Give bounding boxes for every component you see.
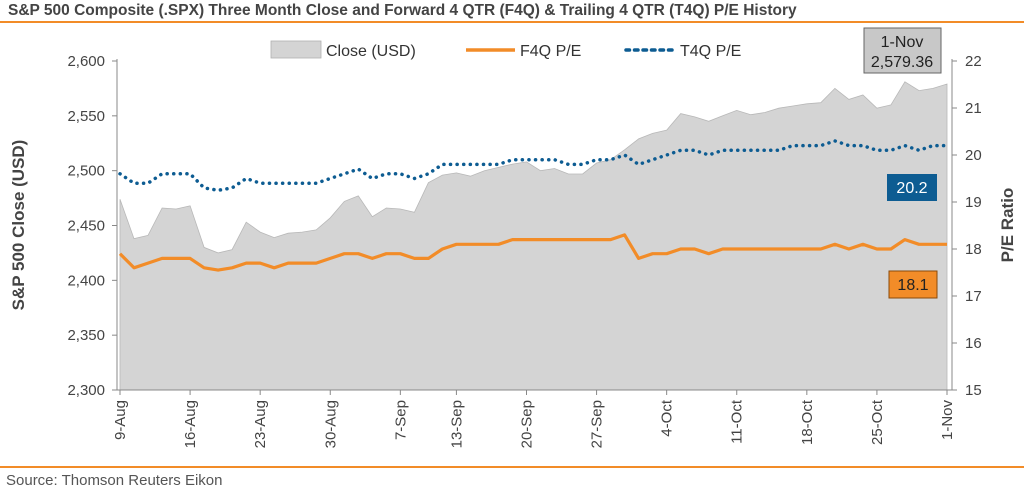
right-ytick-layer: 15 16 17 18 19 20 21 22 — [952, 53, 982, 399]
x-tick-label: 18-Oct — [799, 399, 816, 445]
x-tick-label: 16-Aug — [182, 400, 199, 448]
x-tick-label: 1-Nov — [939, 400, 956, 441]
x-tick-label: 13-Sep — [448, 400, 465, 448]
left-tick-label: 2,350 — [67, 327, 105, 344]
left-tick-label: 2,600 — [67, 53, 105, 70]
x-tick-label: 20-Sep — [518, 400, 535, 448]
right-axis-title: P/E Ratio — [998, 188, 1017, 263]
t4q-callout: 20.2 — [887, 174, 937, 201]
t4q-callout-value: 20.2 — [896, 180, 927, 197]
bottom-rule — [0, 466, 1024, 468]
right-tick-label: 19 — [965, 194, 982, 211]
x-tick-label: 7-Sep — [392, 400, 409, 440]
right-tick-label: 22 — [965, 53, 982, 70]
x-tick-label: 9-Aug — [112, 400, 129, 440]
legend-swatch-close — [270, 40, 322, 59]
pe-lines-layer — [118, 139, 949, 272]
x-tick-label: 11-Oct — [729, 399, 746, 444]
legend-label-t4q: T4Q P/E — [680, 43, 741, 60]
source-note: Source: Thomson Reuters Eikon — [6, 472, 223, 489]
left-tick-label: 2,300 — [67, 382, 105, 399]
right-tick-label: 20 — [965, 147, 982, 164]
f4q-callout-box — [888, 270, 938, 299]
t4q-line — [118, 139, 949, 193]
left-tick-label: 2,450 — [67, 218, 105, 235]
x-tick-label: 27-Sep — [589, 400, 606, 448]
close-callout-date: 1-Nov — [881, 34, 924, 51]
legend: Close (USD) F4Q P/E T4Q P/E — [270, 40, 741, 60]
left-tick-label: 2,550 — [67, 108, 105, 125]
legend-label-f4q: F4Q P/E — [520, 43, 581, 60]
right-tick-label: 21 — [965, 100, 982, 117]
close-callout-box — [863, 27, 942, 74]
right-tick-label: 15 — [965, 382, 982, 399]
left-tick-label: 2,500 — [67, 163, 105, 180]
f4q-line — [118, 233, 947, 272]
left-tick-label: 2,400 — [67, 272, 105, 289]
right-tick-label: 17 — [965, 288, 982, 305]
x-tick-label: 30-Aug — [322, 400, 339, 448]
right-tick-label: 18 — [965, 241, 982, 258]
close-area-layer — [119, 81, 948, 391]
x-tick-label: 25-Oct — [869, 399, 886, 445]
f4q-callout-value: 18.1 — [897, 277, 928, 294]
close-callout-value: 2,579.36 — [871, 54, 933, 71]
chart-canvas: 2,300 2,350 2,400 2,450 2,500 2,550 2,600 15 16… — [9, 27, 1017, 448]
right-tick-label: 16 — [965, 335, 982, 352]
xtick-layer: 9-Aug 16-Aug 23-Aug 30-Aug 7-Sep 13-Sep 20-Sep… — [112, 390, 956, 448]
top-rule — [0, 21, 1024, 23]
x-tick-label: 23-Aug — [252, 400, 269, 448]
left-ytick-layer: 2,300 2,350 2,400 2,450 2,500 2,550 2,600 — [67, 53, 117, 399]
chart-title: S&P 500 Composite (.SPX) Three Month Clo… — [8, 2, 797, 19]
t4q-callout-box — [887, 174, 937, 201]
legend-label-close: Close (USD) — [326, 43, 416, 60]
f4q-callout: 18.1 — [888, 270, 938, 299]
close-callout: 1-Nov 2,579.36 — [863, 27, 942, 74]
close-area — [119, 81, 948, 391]
x-tick-label: 4-Oct — [659, 399, 676, 437]
left-axis-title: S&P 500 Close (USD) — [9, 140, 28, 311]
